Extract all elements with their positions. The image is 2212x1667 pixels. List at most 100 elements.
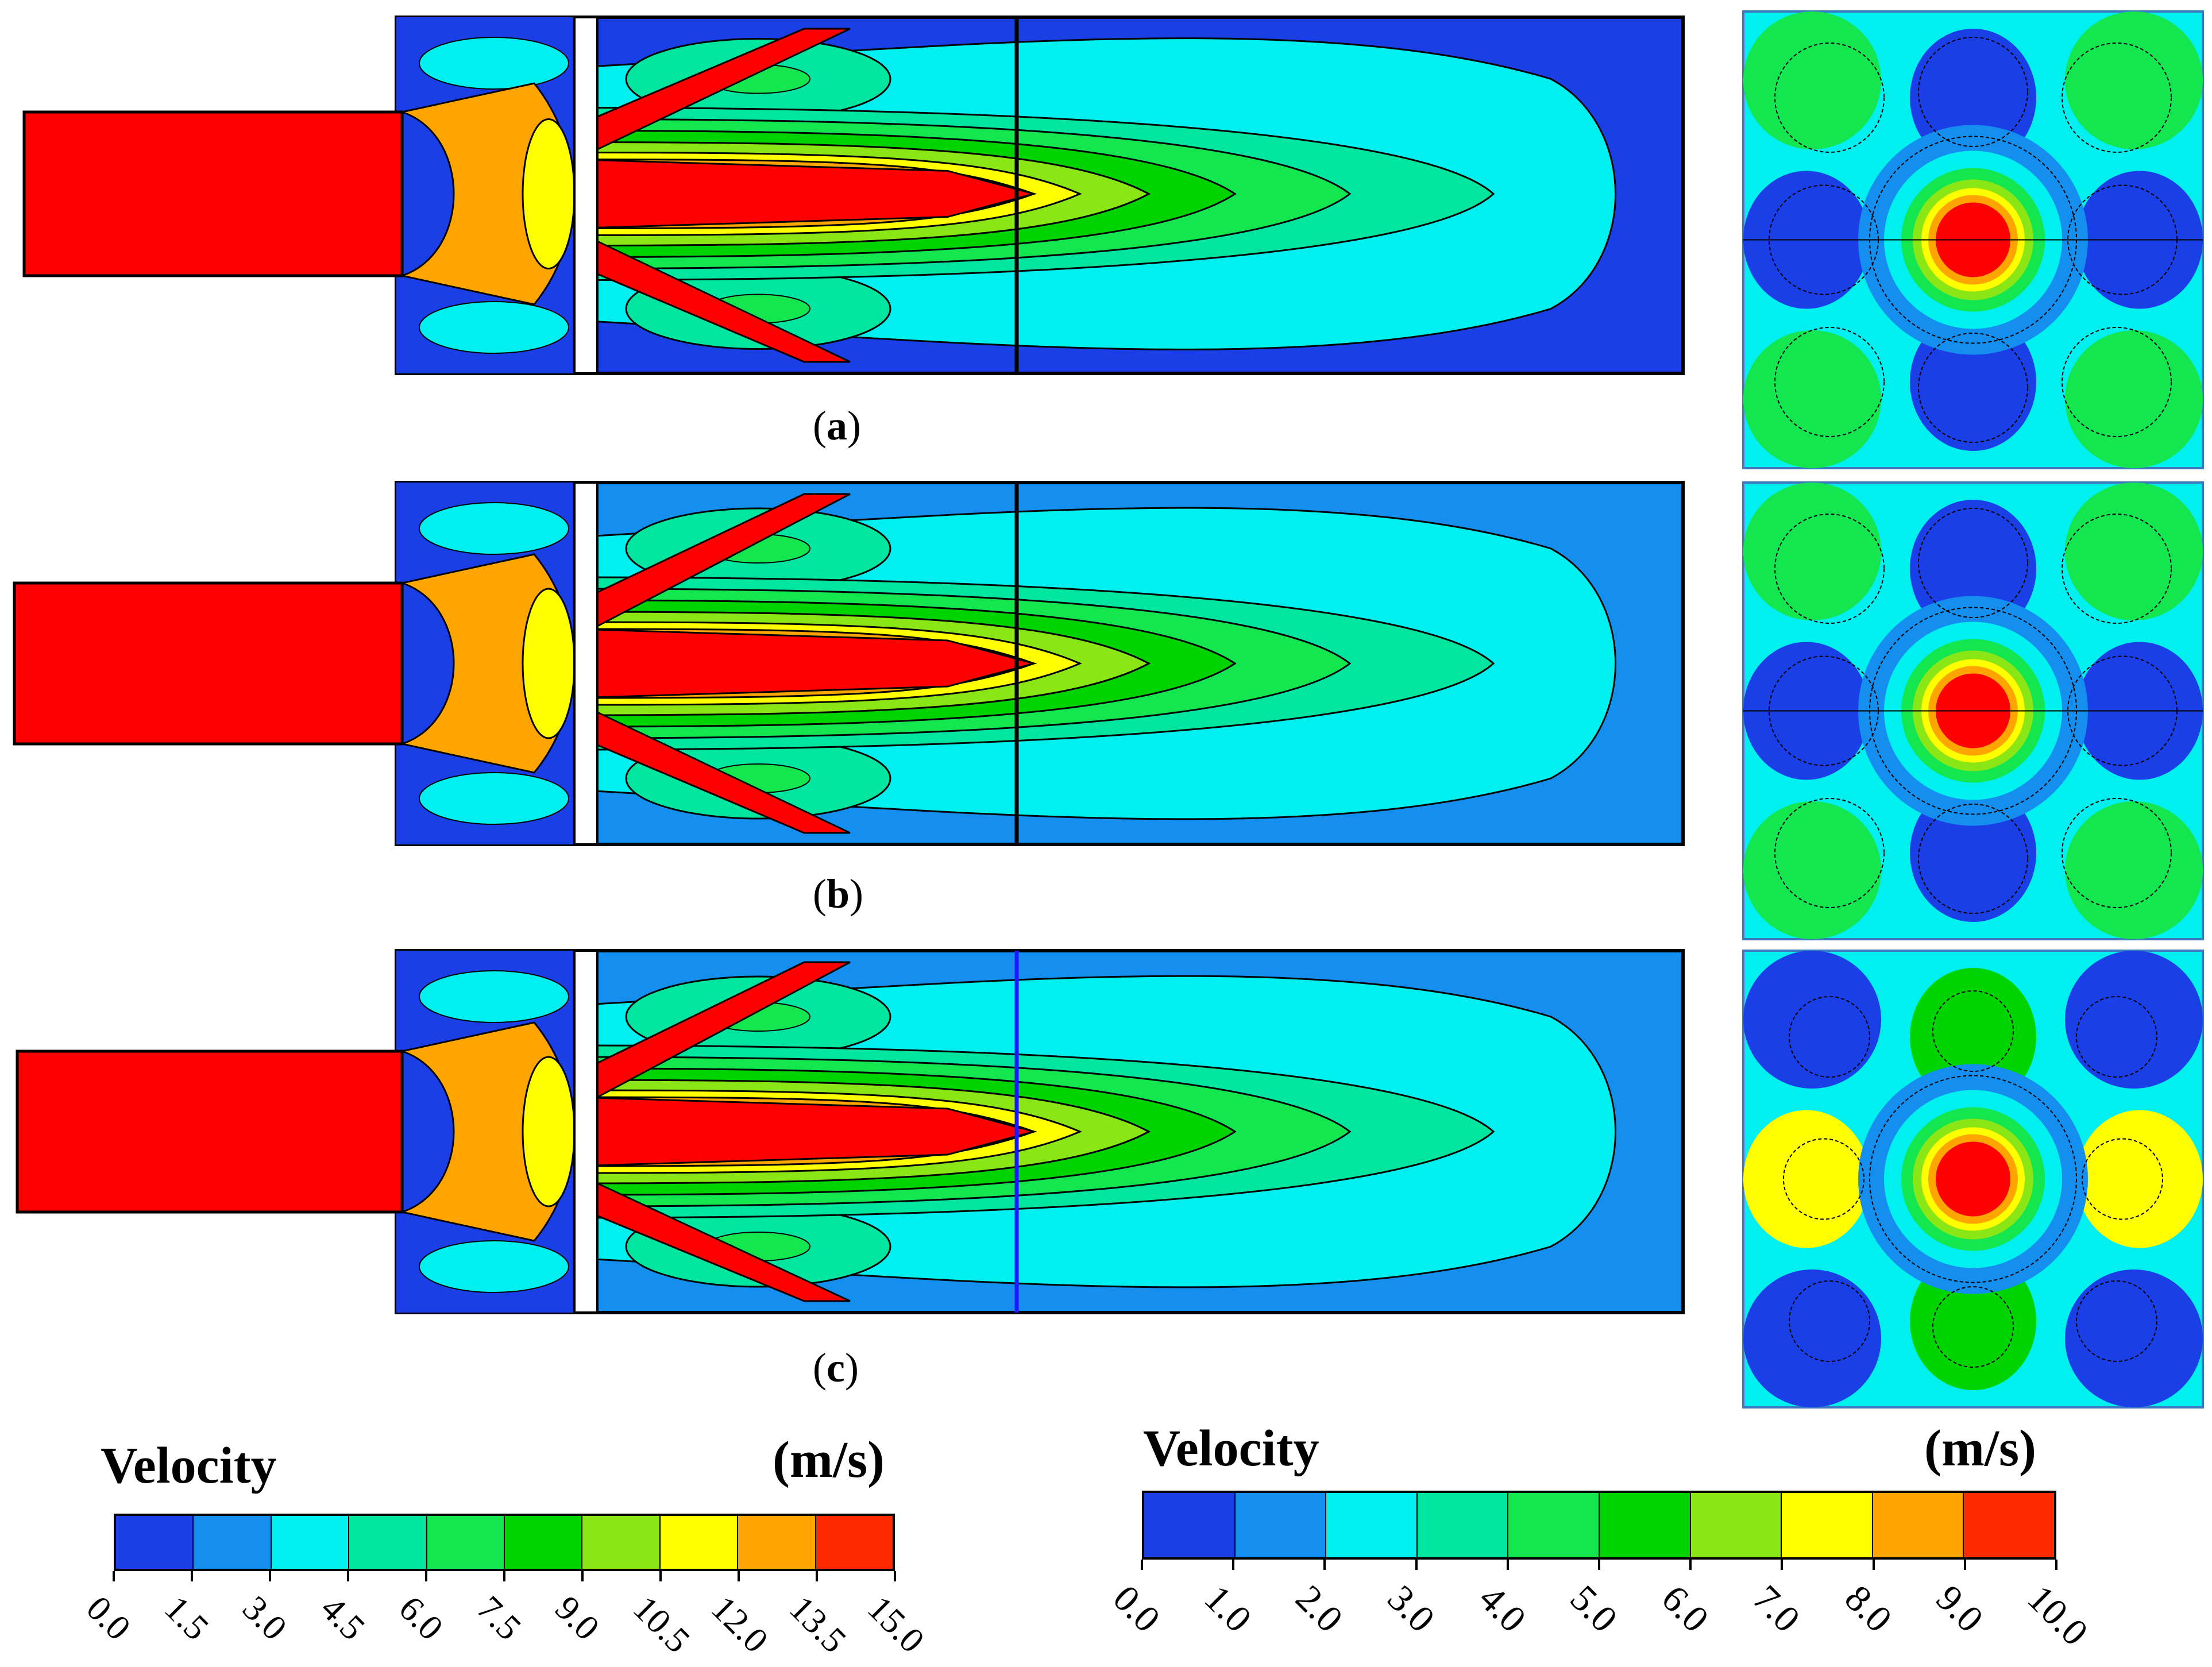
legend-swatch-4 <box>427 1516 505 1569</box>
legend-tick-mark <box>347 1571 349 1581</box>
side-view-panel-c <box>16 949 1685 1314</box>
nozzle-outline-3 <box>2082 1138 2163 1220</box>
legend-tick-mark <box>581 1571 584 1581</box>
corner-lobe-0 <box>1743 483 1881 620</box>
pre-chamber-eddy-top <box>419 502 569 555</box>
inlet-pipe <box>22 110 404 277</box>
nozzle-outline-6 <box>1774 798 1885 908</box>
legend-swatch-0 <box>116 1516 194 1569</box>
legend-swatch-3 <box>1417 1493 1509 1557</box>
legend-tick-mark <box>1872 1560 1875 1570</box>
nozzle-plate <box>573 950 599 1314</box>
legend-swatch-3 <box>349 1516 427 1569</box>
nozzle-outline-1 <box>1918 333 2028 443</box>
inlet-pipe <box>16 1049 404 1214</box>
nozzle-outline-7 <box>2062 798 2172 908</box>
nozzle-outline-6 <box>1789 1280 1870 1362</box>
nozzle-outline-7 <box>2076 1280 2157 1362</box>
corner-lobe-3 <box>2065 330 2203 468</box>
legend-tick-mark <box>894 1571 896 1581</box>
inlet-pipe <box>13 581 404 746</box>
legend-swatch-9 <box>816 1516 893 1569</box>
panel-label-a: (a) <box>813 403 861 449</box>
legend-tick-mark <box>1323 1560 1326 1570</box>
legend-swatch-8 <box>1873 1493 1964 1557</box>
legend-swatch-1 <box>194 1516 272 1569</box>
legend-swatch-1 <box>1235 1493 1327 1557</box>
legend-tick-mark <box>1598 1560 1600 1570</box>
nozzle-plate <box>573 481 599 846</box>
left-lobe <box>1743 1110 1870 1248</box>
legend-swatch-6 <box>582 1516 661 1569</box>
nozzle-outline-0 <box>1918 37 2028 147</box>
central-nozzle-outline <box>1869 1075 2077 1283</box>
right-lobe <box>2076 1110 2203 1248</box>
pre-chamber-eddy-top <box>419 970 569 1023</box>
legend-swatch-6 <box>1690 1493 1782 1557</box>
side-view-panel-a <box>22 16 1685 375</box>
legend-tick-mark <box>2055 1560 2057 1570</box>
legend-tick-mark <box>1141 1560 1143 1570</box>
nozzle-outline-1 <box>1918 804 2028 914</box>
legend-right-colorbar <box>1142 1491 2056 1560</box>
legend-left-title: Velocity <box>101 1437 277 1494</box>
legend-left-colorbar <box>114 1514 895 1571</box>
pre-chamber-eddy-bottom <box>419 301 569 354</box>
side-view-panel-b <box>13 481 1685 846</box>
legend-tick-mark <box>113 1571 115 1581</box>
legend-swatch-5 <box>1599 1493 1691 1557</box>
corner-lobe-3 <box>2065 801 2203 939</box>
corner-lobe-0 <box>1743 951 1881 1089</box>
nozzle-outline-1 <box>1932 1286 2014 1368</box>
legend-swatch-7 <box>1782 1493 1873 1557</box>
pre-chamber-eddy-bottom <box>419 772 569 825</box>
corner-lobe-1 <box>2065 11 2203 149</box>
legend-tick-mark <box>191 1571 193 1581</box>
legend-tick-mark <box>1232 1560 1235 1570</box>
panel-label-c: (c) <box>813 1345 859 1391</box>
legend-tick-mark <box>503 1571 505 1581</box>
legend-swatch-2 <box>271 1516 350 1569</box>
corner-lobe-2 <box>1743 801 1881 939</box>
legend-tick-mark <box>1689 1560 1692 1570</box>
corner-lobe-2 <box>1743 1269 1881 1407</box>
legend-tick-mark <box>738 1571 740 1581</box>
panel-label-b: (b) <box>813 871 864 917</box>
nozzle-outline-5 <box>2062 43 2172 153</box>
nozzle-plate <box>573 16 599 375</box>
legend-tick-mark <box>1415 1560 1418 1570</box>
inlet-expansion-core <box>522 588 576 739</box>
legend-swatch-9 <box>1964 1493 2054 1557</box>
legend-swatch-5 <box>505 1516 583 1569</box>
legend-tick-mark <box>1506 1560 1509 1570</box>
pre-chamber-eddy-top <box>419 37 569 90</box>
legend-right-title: Velocity <box>1143 1420 1319 1477</box>
legend-tick-mark <box>269 1571 271 1581</box>
corner-lobe-1 <box>2065 951 2203 1089</box>
legend-tick-mark <box>1963 1560 1966 1570</box>
legend-swatch-2 <box>1326 1493 1418 1557</box>
legend-tick-mark <box>659 1571 662 1581</box>
pre-chamber-eddy-bottom <box>419 1240 569 1293</box>
cross-section-panel-a <box>1742 10 2204 469</box>
cross-section-panel-c <box>1742 950 2204 1409</box>
nozzle-outline-6 <box>1774 327 1885 437</box>
legend-right-unit: (m/s) <box>1924 1420 2036 1477</box>
inlet-expansion-core <box>522 1056 576 1207</box>
nozzle-outline-5 <box>2076 996 2157 1078</box>
legend-swatch-7 <box>660 1516 739 1569</box>
legend-tick-mark <box>425 1571 427 1581</box>
legend-swatch-0 <box>1144 1493 1236 1557</box>
legend-tick-mark <box>816 1571 818 1581</box>
inlet-expansion-core <box>522 118 576 269</box>
legend-swatch-4 <box>1508 1493 1600 1557</box>
nozzle-outline-7 <box>2062 327 2172 437</box>
legend-swatch-8 <box>738 1516 816 1569</box>
nozzle-outline-4 <box>1774 43 1885 153</box>
center-ring-6 <box>1936 1141 2010 1217</box>
nozzle-outline-2 <box>1783 1138 1864 1220</box>
legend-tick-mark <box>1781 1560 1784 1570</box>
legend-left-unit: (m/s) <box>773 1431 885 1488</box>
